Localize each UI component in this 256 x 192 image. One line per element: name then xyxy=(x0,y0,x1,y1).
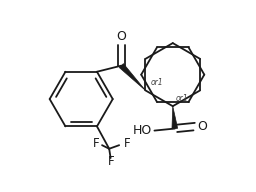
Text: F: F xyxy=(108,156,114,168)
Text: or1: or1 xyxy=(151,78,163,87)
Text: F: F xyxy=(123,137,130,150)
Polygon shape xyxy=(172,106,178,129)
Text: O: O xyxy=(197,120,207,133)
Text: or1: or1 xyxy=(176,94,188,103)
Text: O: O xyxy=(116,30,126,43)
Polygon shape xyxy=(119,64,145,90)
Text: F: F xyxy=(92,137,99,150)
Text: HO: HO xyxy=(133,124,152,137)
